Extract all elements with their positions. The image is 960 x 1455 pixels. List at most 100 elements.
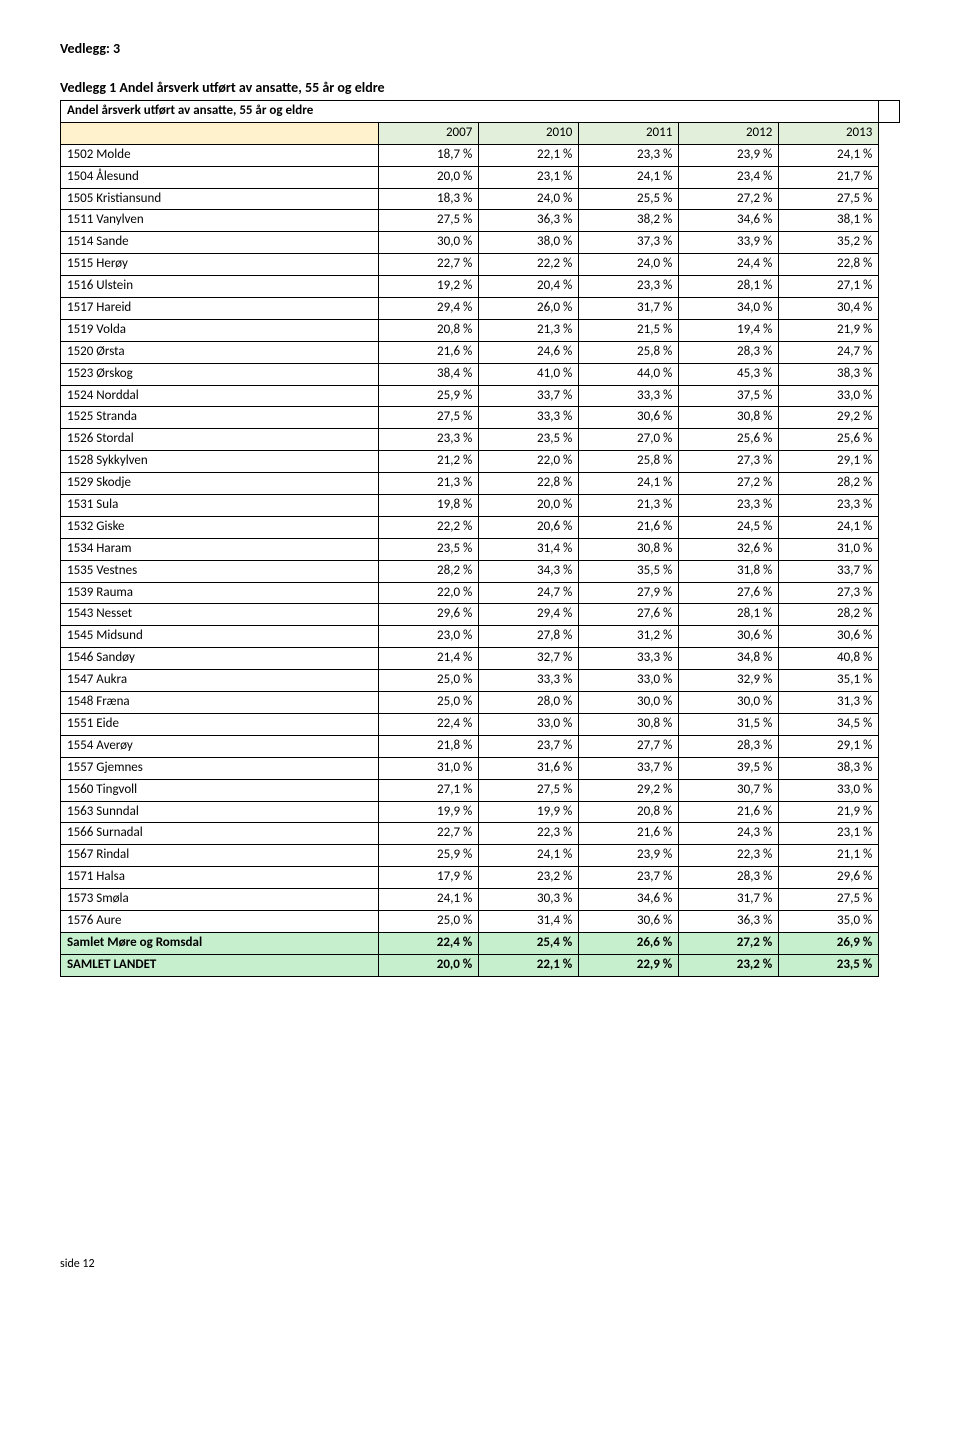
row-value: 38,3 % (779, 363, 879, 385)
row-value: 20,6 % (479, 516, 579, 538)
row-name: 1573 Smøla (61, 889, 379, 911)
row-value: 28,3 % (679, 867, 779, 889)
row-value: 21,5 % (579, 319, 679, 341)
row-name: 1560 Tingvoll (61, 779, 379, 801)
table-row: 1548 Fræna25,0 %28,0 %30,0 %30,0 %31,3 % (61, 692, 900, 714)
row-value: 37,5 % (679, 385, 779, 407)
row-value: 27,7 % (579, 735, 679, 757)
row-name: 1504 Ålesund (61, 166, 379, 188)
row-name: 1547 Aukra (61, 670, 379, 692)
row-value: 38,3 % (779, 757, 879, 779)
row-value: 27,6 % (579, 604, 679, 626)
row-value: 33,3 % (479, 407, 579, 429)
row-value: 31,5 % (679, 713, 779, 735)
row-value: 29,4 % (379, 298, 479, 320)
row-value: 19,2 % (379, 276, 479, 298)
row-value: 30,3 % (479, 889, 579, 911)
row-value: 20,0 % (379, 166, 479, 188)
row-name: 1505 Kristiansund (61, 188, 379, 210)
row-value: 31,2 % (579, 626, 679, 648)
table-row: 1543 Nesset29,6 %29,4 %27,6 %28,1 %28,2 … (61, 604, 900, 626)
row-value: 30,0 % (579, 692, 679, 714)
row-value: 27,5 % (379, 407, 479, 429)
row-value: 24,5 % (679, 516, 779, 538)
row-name: 1524 Norddal (61, 385, 379, 407)
row-value: 24,7 % (479, 582, 579, 604)
row-value: 24,1 % (779, 144, 879, 166)
row-name: 1551 Eide (61, 713, 379, 735)
table-row: 1571 Halsa17,9 %23,2 %23,7 %28,3 %29,6 % (61, 867, 900, 889)
row-value: 30,8 % (579, 713, 679, 735)
row-value: 24,0 % (579, 254, 679, 276)
row-value: 37,3 % (579, 232, 679, 254)
row-value: 25,6 % (679, 429, 779, 451)
table-row: 1525 Stranda27,5 %33,3 %30,6 %30,8 %29,2… (61, 407, 900, 429)
row-value: 22,1 % (479, 954, 579, 976)
row-value: 21,6 % (579, 823, 679, 845)
row-name: 1519 Volda (61, 319, 379, 341)
row-value: 24,1 % (579, 166, 679, 188)
row-value: 25,8 % (579, 341, 679, 363)
row-value: 22,0 % (479, 451, 579, 473)
row-value: 29,1 % (779, 735, 879, 757)
row-value: 18,3 % (379, 188, 479, 210)
row-value: 24,1 % (779, 516, 879, 538)
row-value: 21,1 % (779, 845, 879, 867)
row-value: 41,0 % (479, 363, 579, 385)
row-value: 23,3 % (779, 495, 879, 517)
row-name: 1528 Sykkylven (61, 451, 379, 473)
row-value: 25,0 % (379, 670, 479, 692)
row-value: 29,6 % (379, 604, 479, 626)
row-name: 1515 Herøy (61, 254, 379, 276)
row-value: 31,0 % (779, 538, 879, 560)
row-value: 26,0 % (479, 298, 579, 320)
row-value: 38,1 % (779, 210, 879, 232)
row-value: 28,1 % (679, 604, 779, 626)
row-value: 24,1 % (479, 845, 579, 867)
page-footer: side 12 (60, 1257, 900, 1271)
row-value: 30,6 % (579, 407, 679, 429)
row-value: 33,0 % (779, 779, 879, 801)
row-name: 1567 Rindal (61, 845, 379, 867)
row-value: 28,2 % (379, 560, 479, 582)
row-value: 22,3 % (679, 845, 779, 867)
row-value: 22,7 % (379, 823, 479, 845)
row-value: 33,7 % (579, 757, 679, 779)
row-name: 1526 Stordal (61, 429, 379, 451)
row-name: 1576 Aure (61, 910, 379, 932)
row-value: 30,8 % (579, 538, 679, 560)
row-value: 17,9 % (379, 867, 479, 889)
row-value: 31,8 % (679, 560, 779, 582)
row-value: 29,6 % (779, 867, 879, 889)
table-row: 1519 Volda20,8 %21,3 %21,5 %19,4 %21,9 % (61, 319, 900, 341)
row-value: 23,2 % (679, 954, 779, 976)
row-value: 33,0 % (479, 713, 579, 735)
row-name: Samlet Møre og Romsdal (61, 932, 379, 954)
row-value: 24,6 % (479, 341, 579, 363)
row-value: 28,3 % (679, 735, 779, 757)
row-value: 33,3 % (479, 670, 579, 692)
page-subtitle: Vedlegg 1 Andel årsverk utført av ansatt… (60, 79, 900, 96)
row-value: 25,8 % (579, 451, 679, 473)
row-name: 1531 Sula (61, 495, 379, 517)
table-row: 1505 Kristiansund18,3 %24,0 %25,5 %27,2 … (61, 188, 900, 210)
row-value: 34,6 % (679, 210, 779, 232)
row-value: 24,3 % (679, 823, 779, 845)
table-row: 1520 Ørsta21,6 %24,6 %25,8 %28,3 %24,7 % (61, 341, 900, 363)
row-value: 27,0 % (579, 429, 679, 451)
table-row: 1531 Sula19,8 %20,0 %21,3 %23,3 %23,3 % (61, 495, 900, 517)
row-value: 22,3 % (479, 823, 579, 845)
row-value: 23,3 % (379, 429, 479, 451)
row-value: 27,9 % (579, 582, 679, 604)
row-value: 27,1 % (379, 779, 479, 801)
row-value: 22,4 % (379, 713, 479, 735)
row-value: 34,8 % (679, 648, 779, 670)
table-row: 1535 Vestnes28,2 %34,3 %35,5 %31,8 %33,7… (61, 560, 900, 582)
table-row: 1546 Sandøy21,4 %32,7 %33,3 %34,8 %40,8 … (61, 648, 900, 670)
table-title-spacer (879, 101, 900, 123)
row-value: 25,5 % (579, 188, 679, 210)
row-value: 33,7 % (479, 385, 579, 407)
row-name: 1539 Rauma (61, 582, 379, 604)
row-value: 45,3 % (679, 363, 779, 385)
row-name: 1502 Molde (61, 144, 379, 166)
